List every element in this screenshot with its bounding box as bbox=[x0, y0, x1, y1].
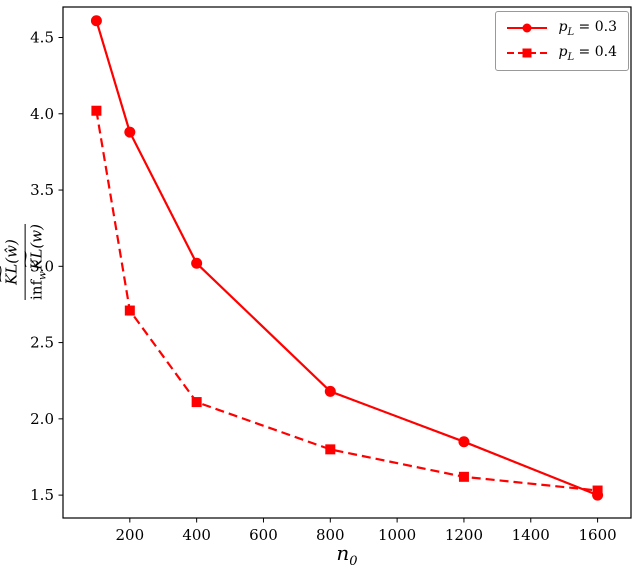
x-tick-label: 800 bbox=[316, 526, 345, 544]
data-point-square bbox=[124, 305, 135, 316]
x-tick-label: 200 bbox=[116, 526, 145, 544]
data-point-circle bbox=[324, 385, 336, 397]
data-point-square bbox=[191, 397, 202, 408]
legend-sample-icon bbox=[507, 23, 548, 33]
series-line-solid bbox=[95, 20, 599, 497]
xlabel-base: n bbox=[336, 541, 350, 565]
ylabel-den-inf: inf bbox=[27, 279, 46, 300]
legend-sample-icon bbox=[507, 48, 548, 58]
data-point-circle bbox=[191, 257, 203, 269]
data-point-square bbox=[91, 105, 102, 116]
ylabel-den-arg: (w) bbox=[27, 224, 46, 249]
y-tick-label: 2.0 bbox=[30, 410, 54, 428]
x-axis-label: n0 bbox=[336, 541, 357, 569]
y-tick-label: 4.5 bbox=[30, 29, 54, 47]
x-tick-label: 1400 bbox=[512, 526, 550, 544]
x-tick-label: 1200 bbox=[445, 526, 483, 544]
legend-label: pL = 0.3 bbox=[558, 19, 617, 38]
data-point-square bbox=[592, 485, 603, 496]
y-tick-label: 4.0 bbox=[30, 105, 54, 123]
data-point-circle bbox=[124, 126, 136, 138]
y-axis-label: ~KL(ŵ) infw ~KL(w) bbox=[0, 224, 50, 300]
y-tick-label: 2.5 bbox=[30, 334, 54, 352]
data-point-square bbox=[325, 444, 336, 455]
legend: pL = 0.3 pL = 0.4 bbox=[495, 11, 629, 71]
y-tick-label: 1.5 bbox=[30, 486, 54, 504]
x-tick-label: 600 bbox=[249, 526, 278, 544]
data-point-circle bbox=[90, 15, 102, 27]
data-point-circle bbox=[458, 436, 470, 448]
series-line-dashed bbox=[95, 110, 598, 492]
y-tick-label: 3.5 bbox=[30, 181, 54, 199]
y-tick-label: 3.0 bbox=[30, 257, 54, 275]
widetilde-icon: ~ bbox=[0, 264, 11, 285]
plot-frame bbox=[62, 6, 632, 519]
legend-entry: pL = 0.3 bbox=[505, 19, 617, 38]
ylabel-den-sub: w bbox=[37, 271, 49, 280]
widetilde-icon: ~ bbox=[18, 248, 34, 270]
x-tick-label: 400 bbox=[182, 526, 211, 544]
ylabel-fraction: ~KL(ŵ) infw ~KL(w) bbox=[0, 224, 50, 300]
legend-entry: pL = 0.4 bbox=[505, 44, 617, 63]
ylabel-denominator: infw ~ KL(w) bbox=[18, 224, 49, 300]
legend-label: pL = 0.4 bbox=[558, 43, 617, 63]
data-point-square bbox=[458, 471, 469, 482]
x-tick-label: 1000 bbox=[378, 526, 416, 544]
x-tick-label: 1600 bbox=[578, 526, 616, 544]
xlabel-sub: 0 bbox=[349, 554, 358, 569]
